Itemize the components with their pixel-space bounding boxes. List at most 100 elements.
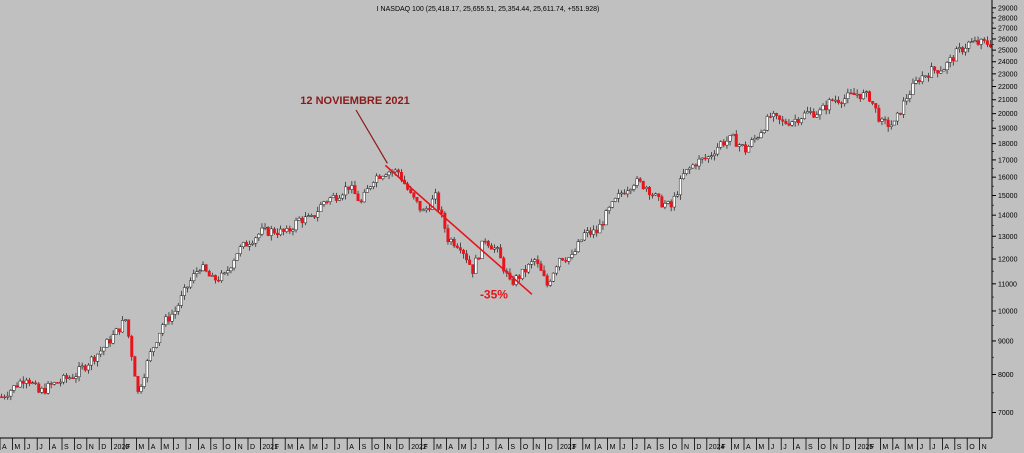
x-tick-label: S — [510, 444, 515, 451]
candle-body — [170, 313, 174, 322]
candle-body — [806, 111, 810, 114]
candle-body — [489, 245, 493, 250]
candle-body — [3, 396, 7, 399]
candle — [291, 227, 295, 236]
candle-body — [967, 41, 971, 49]
candle-body — [725, 140, 729, 146]
x-tick-label: J — [486, 444, 490, 451]
x-tick-label: J — [324, 444, 328, 451]
candle — [750, 137, 754, 148]
candle-body — [737, 144, 741, 147]
candle-body — [576, 241, 580, 252]
candle — [728, 135, 732, 146]
candle — [136, 375, 140, 394]
candle — [551, 272, 555, 283]
candle — [620, 190, 624, 198]
candle-body — [83, 365, 87, 371]
candle-body — [585, 230, 589, 233]
candle — [148, 348, 152, 363]
candle-body — [536, 259, 540, 265]
candle-body — [833, 99, 837, 102]
candle-body — [114, 328, 118, 335]
candle — [852, 87, 856, 96]
candle-body — [331, 195, 335, 198]
candle-body — [313, 215, 317, 218]
annotation-pointer-line — [355, 109, 388, 164]
candle — [170, 309, 174, 325]
candle-body — [381, 176, 385, 179]
candle — [613, 197, 617, 203]
candle-body — [678, 178, 682, 196]
candle — [241, 241, 245, 249]
candle-body — [21, 380, 25, 384]
candle — [967, 40, 971, 53]
candle — [341, 193, 345, 201]
candle-body — [620, 192, 624, 195]
candle — [846, 88, 850, 104]
x-tick-label: J — [473, 444, 477, 451]
candle — [347, 186, 351, 194]
candle — [235, 253, 239, 261]
candle-body — [43, 388, 47, 394]
candle — [306, 213, 310, 218]
candle — [902, 97, 906, 119]
candle-body — [471, 264, 475, 274]
x-tick-label: A — [300, 444, 305, 451]
candle-body — [902, 100, 906, 115]
candle-body — [145, 360, 149, 378]
candle — [576, 238, 580, 253]
candle — [533, 258, 537, 266]
candle-body — [49, 383, 53, 385]
candle — [982, 37, 986, 44]
x-tick-label: 2023 — [560, 444, 576, 451]
x-tick-label: 2021 — [262, 444, 278, 451]
candle — [158, 332, 162, 346]
candle — [446, 224, 450, 245]
candle-body — [744, 144, 748, 153]
candle — [722, 139, 726, 148]
candle-body — [220, 272, 224, 281]
candle — [465, 250, 469, 264]
candle-body — [601, 224, 605, 226]
y-tick-label: 22000 — [998, 84, 1018, 91]
candle — [861, 89, 865, 100]
candle — [471, 264, 475, 278]
x-tick-label: M — [585, 444, 591, 451]
candle-body — [570, 254, 574, 258]
candle-body — [539, 263, 543, 271]
candle — [759, 129, 763, 139]
x-tick-label: J — [337, 444, 341, 451]
candle-body — [976, 40, 980, 45]
candle-body — [393, 169, 397, 173]
candle — [502, 256, 506, 274]
candle-body — [750, 139, 754, 147]
candle-body — [709, 155, 713, 158]
y-tick-label: 13000 — [998, 234, 1018, 241]
candle — [18, 378, 22, 388]
candle-body — [917, 80, 921, 83]
candle — [477, 257, 481, 261]
candle — [973, 36, 977, 43]
candle-body — [914, 80, 918, 84]
candle-body — [771, 113, 775, 117]
candle-body — [582, 232, 586, 241]
candle — [827, 97, 831, 114]
candle — [545, 273, 549, 288]
x-tick-label: J — [27, 444, 31, 451]
candle — [610, 201, 614, 209]
candle — [195, 267, 199, 278]
x-tick-label: M — [758, 444, 764, 451]
candle-body — [269, 228, 273, 236]
candle-body — [173, 311, 177, 315]
candle-body — [412, 192, 416, 198]
candle — [151, 347, 155, 357]
x-tick-label: F — [424, 444, 428, 451]
candle-body — [207, 271, 211, 277]
candle-body — [579, 239, 583, 242]
candle-body — [198, 270, 202, 273]
candle — [942, 68, 946, 72]
candle-body — [458, 247, 462, 251]
candle-body — [877, 107, 881, 122]
candle — [641, 180, 645, 190]
